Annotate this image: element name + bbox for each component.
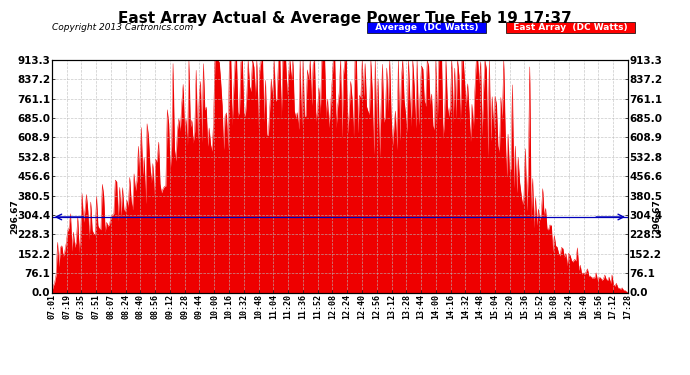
Text: Copyright 2013 Cartronics.com: Copyright 2013 Cartronics.com xyxy=(52,23,193,32)
Text: 296.67: 296.67 xyxy=(652,200,661,234)
Text: East Array Actual & Average Power Tue Feb 19 17:37: East Array Actual & Average Power Tue Fe… xyxy=(118,11,572,26)
Text: East Array  (DC Watts): East Array (DC Watts) xyxy=(507,23,634,32)
Text: Average  (DC Watts): Average (DC Watts) xyxy=(368,23,484,32)
Text: 296.67: 296.67 xyxy=(10,200,19,234)
